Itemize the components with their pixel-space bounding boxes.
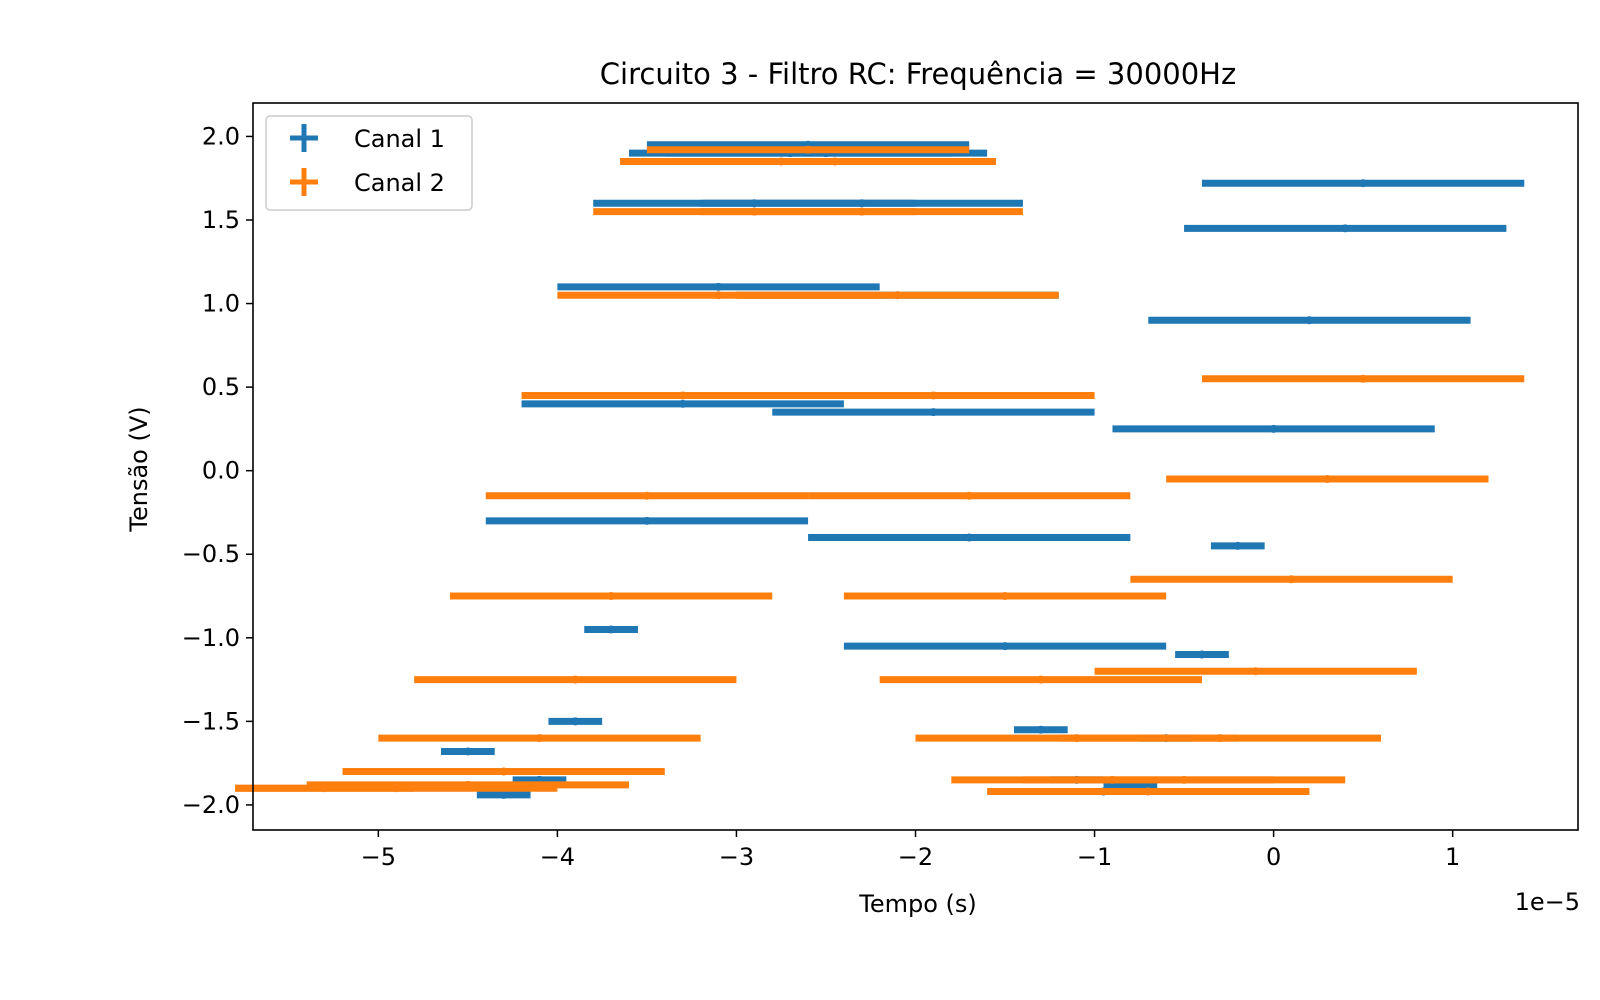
data-point <box>678 391 687 400</box>
y-tick-label: 1.0 <box>202 290 240 318</box>
legend-label-2: Canal 2 <box>354 169 445 197</box>
y-tick-label: −2.0 <box>182 791 240 819</box>
data-point <box>1251 667 1260 676</box>
y-tick-label: 2.0 <box>202 122 240 150</box>
data-point <box>463 780 472 789</box>
plot-background <box>253 103 1578 830</box>
legend-label-1: Canal 1 <box>354 125 445 153</box>
data-point <box>929 391 938 400</box>
data-point <box>1180 775 1189 784</box>
data-point <box>1197 650 1206 659</box>
x-tick-label: −1 <box>1077 843 1112 871</box>
x-tick-label: −5 <box>361 843 396 871</box>
data-point <box>535 734 544 743</box>
y-tick-label: 1.5 <box>202 206 240 234</box>
data-point <box>893 291 902 300</box>
x-tick-label: −2 <box>898 843 933 871</box>
data-point <box>607 592 616 601</box>
x-tick-label: 0 <box>1266 843 1281 871</box>
y-tick-label: 0.0 <box>202 457 240 485</box>
data-point <box>965 533 974 542</box>
data-point <box>714 291 723 300</box>
data-point <box>1233 541 1242 550</box>
x-axis-label: Tempo (s) <box>858 890 977 918</box>
x-tick-label: −3 <box>719 843 754 871</box>
data-point <box>1001 642 1010 651</box>
data-point <box>804 145 813 154</box>
data-point <box>607 625 616 634</box>
data-point <box>1215 734 1224 743</box>
data-point <box>1323 475 1332 484</box>
data-point <box>1287 575 1296 584</box>
x-axis-offset-label: 1e−5 <box>1515 888 1580 916</box>
data-point <box>1036 675 1045 684</box>
legend: Canal 1 Canal 2 <box>265 115 473 211</box>
y-axis: 2.0 1.5 1.0 0.5 0.0 −0.5 −1.0 −1.5 −2.0 <box>182 122 253 819</box>
data-point <box>1036 725 1045 734</box>
data-point <box>857 207 866 216</box>
data-point <box>499 790 508 799</box>
x-axis: −5 −4 −3 −2 −1 0 1 <box>361 830 1460 871</box>
data-point <box>714 282 723 291</box>
data-point <box>642 516 651 525</box>
chart-title: Circuito 3 - Filtro RC: Frequência = 300… <box>600 57 1236 91</box>
data-point <box>929 408 938 417</box>
x-tick-label: −4 <box>540 843 575 871</box>
y-tick-label: −0.5 <box>182 540 240 568</box>
data-point <box>857 199 866 208</box>
data-point <box>965 491 974 500</box>
series-2 <box>235 145 1525 796</box>
data-point <box>1001 592 1010 601</box>
data-point <box>678 399 687 408</box>
data-point <box>1341 224 1350 233</box>
plot-area <box>235 102 1579 831</box>
data-point <box>1359 179 1368 188</box>
series-layer <box>235 140 1525 799</box>
x-tick-label: 1 <box>1445 843 1460 871</box>
y-axis-label: Tensão (V) <box>125 406 153 532</box>
data-point <box>571 717 580 726</box>
y-tick-label: −1.0 <box>182 624 240 652</box>
data-point <box>463 747 472 756</box>
data-point <box>499 767 508 776</box>
data-point <box>1305 316 1314 325</box>
data-point <box>571 675 580 684</box>
data-point <box>1359 374 1368 383</box>
y-tick-label: −1.5 <box>182 707 240 735</box>
data-point <box>1144 787 1153 796</box>
data-point <box>1269 424 1278 433</box>
data-point <box>642 491 651 500</box>
y-tick-label: 0.5 <box>202 373 240 401</box>
data-point <box>830 157 839 166</box>
